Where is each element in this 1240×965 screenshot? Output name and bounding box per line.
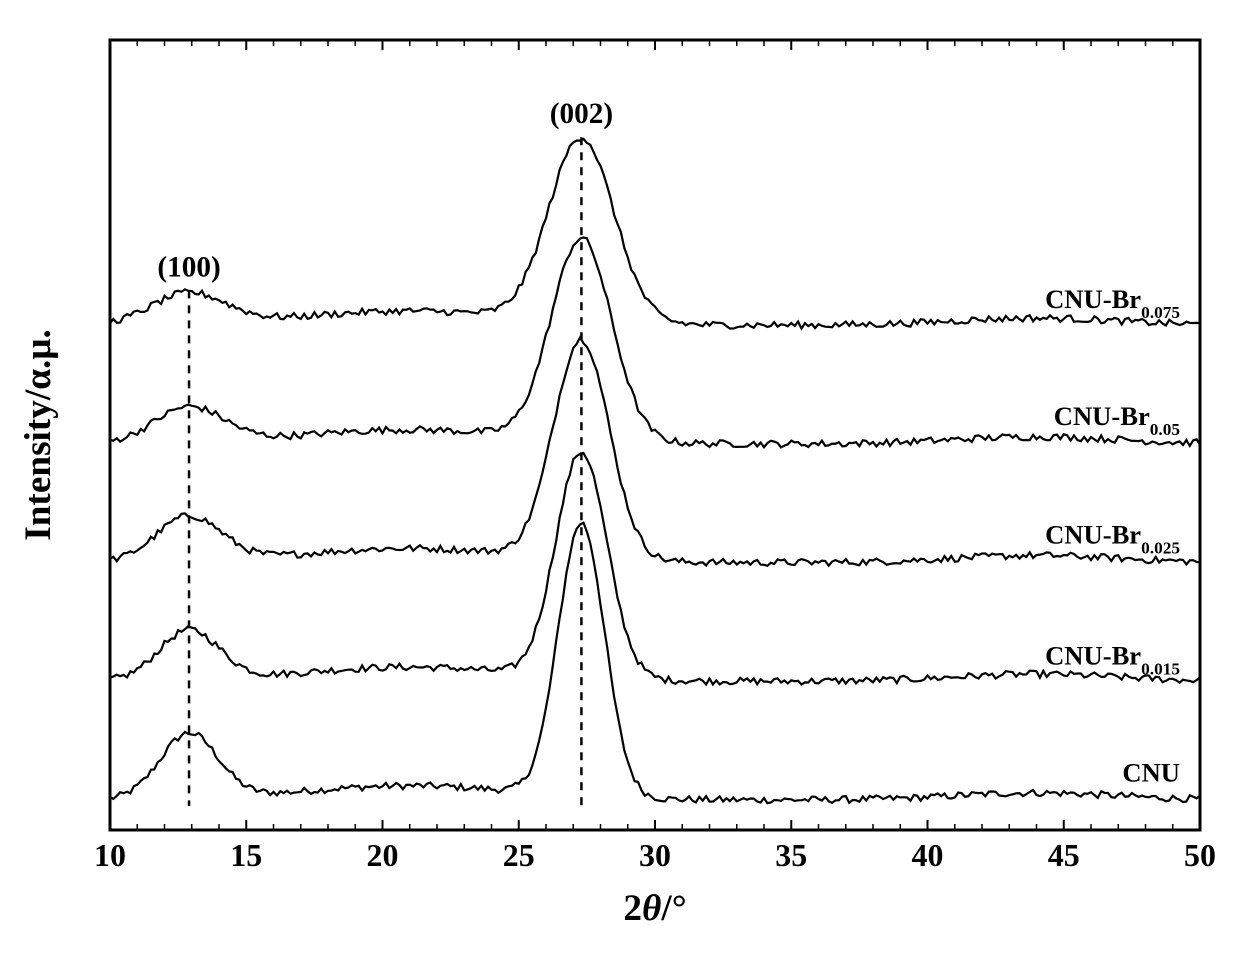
x-tick-label: 20 xyxy=(367,838,399,873)
x-tick-label: 10 xyxy=(94,838,126,873)
series-label-CNU: CNU xyxy=(1122,757,1180,787)
peak-label-(100): (100) xyxy=(157,251,220,283)
x-tick-label: 25 xyxy=(503,838,535,873)
y-axis-label: Intensity/α.μ. xyxy=(18,329,59,541)
x-tick-label: 30 xyxy=(639,838,671,873)
xrd-figure: 1015202530354045502θ/°Intensity/α.μ.CNUC… xyxy=(0,0,1240,965)
peak-label-(002): (002) xyxy=(550,98,613,130)
x-tick-label: 15 xyxy=(230,838,262,873)
xrd-chart-svg: 1015202530354045502θ/°Intensity/α.μ.CNUC… xyxy=(0,0,1240,965)
x-tick-label: 35 xyxy=(775,838,807,873)
x-tick-label: 40 xyxy=(912,838,944,873)
x-tick-label: 45 xyxy=(1048,838,1080,873)
x-axis-label: 2θ/° xyxy=(623,888,686,929)
x-tick-label: 50 xyxy=(1184,838,1216,873)
